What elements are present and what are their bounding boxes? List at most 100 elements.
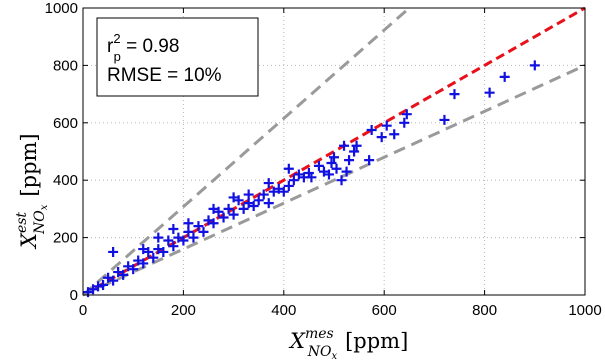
lower-bound-line — [82, 64, 586, 297]
data-point — [98, 279, 109, 290]
x-axis-label: Xmes NOx [ppm] — [288, 326, 408, 360]
y-tick-label: 400 — [53, 172, 78, 189]
data-point — [341, 166, 352, 177]
data-point — [336, 175, 347, 186]
data-point — [318, 166, 329, 177]
data-point — [331, 163, 342, 174]
data-point — [298, 172, 309, 183]
data-point — [188, 232, 199, 243]
data-point — [303, 168, 314, 179]
y-label-unit: [ppm] — [17, 133, 41, 196]
upper-bound-line — [82, 6, 411, 297]
r2-prefix: r — [107, 36, 114, 57]
data-point — [88, 284, 99, 295]
x-axis-ticks: 0 200 400 600 800 1000 — [79, 8, 602, 319]
data-point — [163, 235, 174, 246]
data-point — [138, 244, 149, 255]
data-point — [529, 60, 540, 71]
data-point — [153, 244, 164, 255]
stats-box-frame — [96, 17, 259, 97]
plot-frame — [82, 7, 586, 296]
data-point — [381, 120, 392, 131]
r2-sub: p — [114, 49, 121, 64]
data-point — [273, 183, 284, 194]
data-point — [133, 255, 144, 266]
data-point — [118, 269, 129, 280]
data-point — [208, 218, 219, 229]
x-tick-label: 0 — [79, 302, 87, 319]
data-point — [183, 226, 194, 237]
data-point — [484, 87, 495, 98]
y-axis-ticks: 0 200 400 600 800 1000 — [45, 0, 585, 304]
data-point — [283, 180, 294, 191]
data-point — [243, 189, 254, 200]
data-point — [329, 152, 339, 163]
x-tick-label: 600 — [372, 302, 397, 319]
x-label-unit: [ppm] — [345, 329, 408, 353]
r2-label: r2 p = 0.98 — [107, 31, 179, 64]
data-point — [113, 267, 124, 278]
y-label-sub: NO — [32, 210, 48, 235]
data-point — [93, 281, 104, 292]
x-label-sup: mes — [305, 326, 334, 342]
data-point — [218, 212, 229, 223]
data-point — [288, 175, 299, 186]
data-point — [258, 189, 269, 200]
data-point — [389, 129, 400, 140]
r2-sup: 2 — [113, 31, 120, 46]
data-point — [268, 186, 279, 197]
data-point — [263, 198, 274, 209]
x-label-sub2: x — [331, 351, 337, 360]
data-point — [366, 124, 377, 135]
data-point — [313, 160, 324, 171]
data-point — [364, 155, 375, 166]
data-point — [233, 195, 244, 206]
reference-lines — [82, 6, 586, 297]
y-tick-label: 0 — [70, 287, 78, 304]
data-point — [351, 140, 362, 151]
y-label-sup: est — [14, 212, 30, 233]
x-tick-label: 400 — [271, 302, 296, 319]
data-point — [183, 218, 194, 229]
data-point — [103, 272, 114, 283]
rmse-label: RMSE = 10% — [107, 65, 222, 86]
data-point — [198, 226, 209, 237]
data-point — [158, 246, 169, 257]
y-tick-label: 1000 — [45, 0, 78, 17]
data-point — [344, 155, 355, 166]
data-point — [326, 157, 337, 168]
stats-box: r2 p = 0.98 RMSE = 10% — [96, 17, 259, 97]
data-point — [283, 163, 294, 174]
data-point — [449, 89, 460, 100]
y-tick-label: 600 — [53, 115, 78, 132]
data-point — [228, 192, 239, 203]
y-label-sub2: x — [39, 204, 50, 210]
data-point — [499, 71, 510, 82]
data-point — [148, 252, 159, 263]
x-label-main: X — [288, 329, 306, 353]
data-point — [228, 209, 239, 220]
data-point — [108, 246, 119, 257]
data-point — [401, 109, 412, 120]
data-point — [143, 246, 154, 257]
data-point — [323, 169, 334, 180]
data-point — [193, 221, 204, 232]
data-point — [138, 258, 149, 269]
data-point — [238, 203, 249, 214]
data-point — [376, 132, 387, 143]
data-point — [339, 140, 350, 151]
data-point — [253, 195, 264, 206]
identity-line — [82, 6, 586, 297]
y-axis-label-group: Xest NOx [ppm] — [14, 133, 50, 250]
y-tick-label: 200 — [53, 230, 78, 247]
data-point — [173, 232, 184, 243]
data-point — [349, 146, 360, 157]
data-point — [128, 264, 139, 275]
x-tick-label: 1000 — [568, 302, 601, 319]
data-point — [278, 186, 289, 197]
data-point — [223, 203, 234, 214]
data-point — [168, 241, 179, 252]
r2-value: = 0.98 — [121, 36, 180, 57]
data-point — [123, 261, 134, 272]
